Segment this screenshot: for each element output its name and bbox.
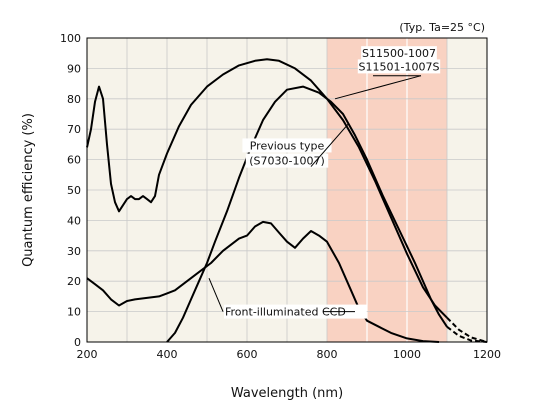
- y-tick-label: 80: [67, 93, 81, 106]
- annotation-bg: [245, 153, 329, 168]
- y-tick-label: 90: [67, 62, 81, 75]
- plot-frame: [86, 37, 488, 343]
- annotation-top-right: (Typ. Ta=25 °C): [399, 21, 485, 34]
- annotation-bg: [361, 46, 437, 61]
- y-tick-label: 100: [60, 32, 81, 45]
- leader-line: [334, 75, 422, 100]
- annotation-label: (S7030-1007): [249, 155, 325, 168]
- annotation-bg: [224, 304, 367, 319]
- tick-labels: 200 400 600 800 1000 1200 0 10 20 30 40 50 60 70 80 90 1…: [60, 32, 501, 361]
- annotation-bg: [357, 59, 441, 74]
- y-tick-label: 10: [67, 306, 81, 319]
- y-tick-label: 0: [74, 336, 81, 349]
- x-tick-label: 600: [237, 348, 258, 361]
- leader-line: [208, 277, 224, 312]
- y-tick-label: 50: [67, 184, 81, 197]
- x-tick-label: 1200: [473, 348, 501, 361]
- annotation-label: S11500-1007: [362, 47, 436, 60]
- annotation-label: Front-illuminated CCD: [225, 306, 346, 319]
- y-tick-label: 70: [67, 123, 81, 136]
- x-axis-title: Wavelength (nm): [231, 386, 343, 401]
- annotation-label: Previous type: [250, 139, 325, 152]
- x-tick-label: 400: [157, 348, 178, 361]
- series-tail-2: [446, 326, 488, 343]
- series-line-1: [86, 58, 448, 319]
- leader-line: [310, 122, 350, 167]
- x-tick-label: 800: [317, 348, 338, 361]
- series-tail-1: [446, 316, 488, 343]
- y-tick-label: 30: [67, 245, 81, 258]
- x-tick-label: 1000: [393, 348, 421, 361]
- y-axis-title: Quantum efficiency (%): [21, 113, 36, 267]
- y-tick-label: 60: [67, 154, 81, 167]
- annotation-label: S11501-1007S: [359, 60, 440, 73]
- x-tick-label: 200: [77, 348, 98, 361]
- y-tick-label: 40: [67, 214, 81, 227]
- y-tick-label: 20: [67, 275, 81, 288]
- series-line-2: [166, 85, 448, 343]
- annotation-bg: [242, 138, 332, 153]
- grid: [87, 38, 487, 342]
